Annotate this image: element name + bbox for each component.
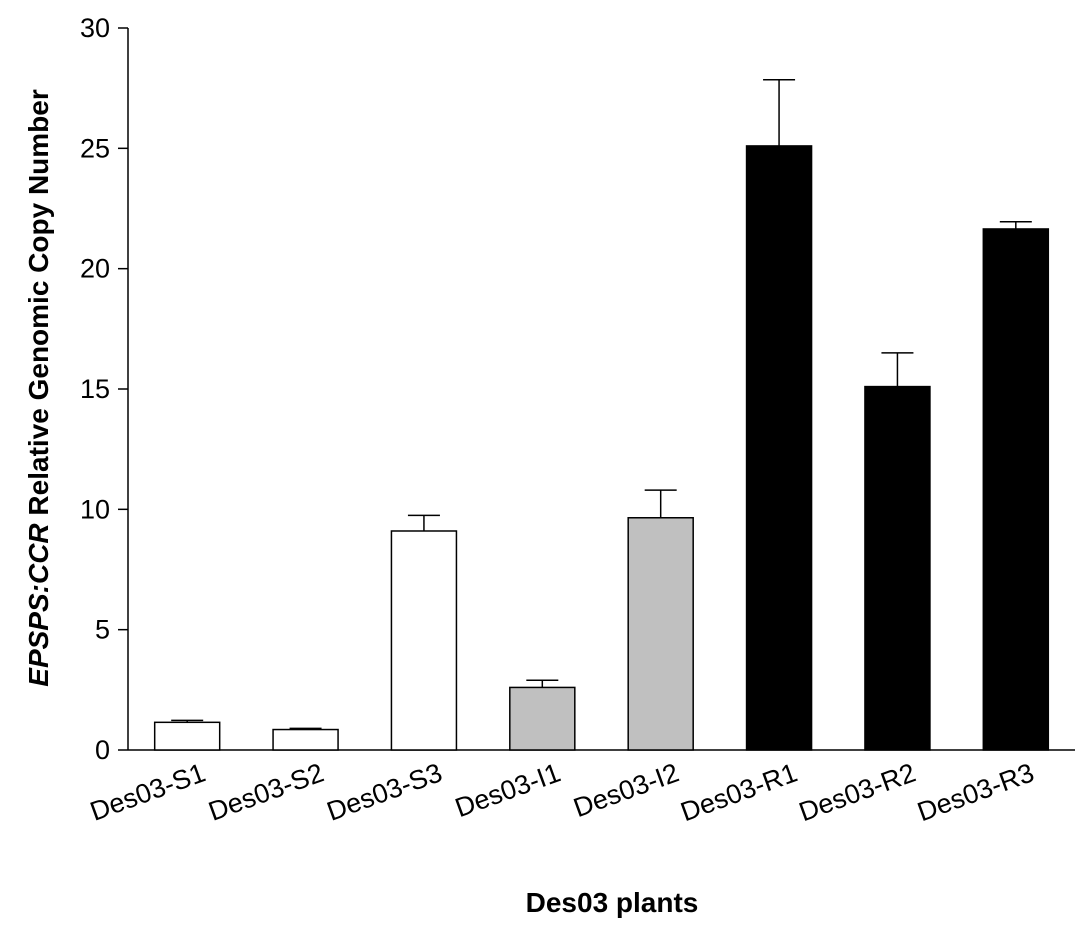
bar bbox=[982, 228, 1050, 751]
x-tick-label: Des03-I2 bbox=[570, 757, 683, 823]
bar bbox=[509, 686, 576, 751]
y-axis-title-rest: Relative Genomic Copy Number bbox=[23, 89, 54, 523]
x-tick-label: Des03-S2 bbox=[205, 757, 328, 826]
bar bbox=[153, 721, 221, 751]
bar bbox=[390, 530, 458, 751]
bar bbox=[627, 517, 694, 751]
x-tick-label: Des03-R1 bbox=[677, 757, 801, 827]
x-tick-label: Des03-S3 bbox=[323, 757, 446, 826]
y-axis-title: EPSPS:CCR Relative Genomic Copy Number bbox=[23, 89, 54, 687]
x-axis-title: Des03 plants bbox=[526, 887, 699, 918]
y-tick-label: 25 bbox=[80, 133, 110, 163]
y-axis-title-italic: EPSPS:CCR bbox=[23, 523, 54, 687]
y-tick-label: 30 bbox=[80, 13, 110, 43]
x-tick-label: Des03-I1 bbox=[451, 757, 564, 823]
x-tick-label: Des03-R3 bbox=[913, 757, 1037, 827]
bar bbox=[745, 145, 813, 751]
y-tick-label: 5 bbox=[95, 615, 110, 645]
bar bbox=[272, 728, 339, 751]
x-tick-label: Des03-R2 bbox=[795, 757, 919, 827]
y-tick-label: 0 bbox=[95, 735, 110, 765]
y-tick-label: 15 bbox=[80, 374, 110, 404]
bar bbox=[864, 385, 931, 751]
y-tick-label: 10 bbox=[80, 494, 110, 524]
x-tick-label: Des03-S1 bbox=[86, 757, 209, 826]
y-tick-label: 20 bbox=[80, 254, 110, 284]
